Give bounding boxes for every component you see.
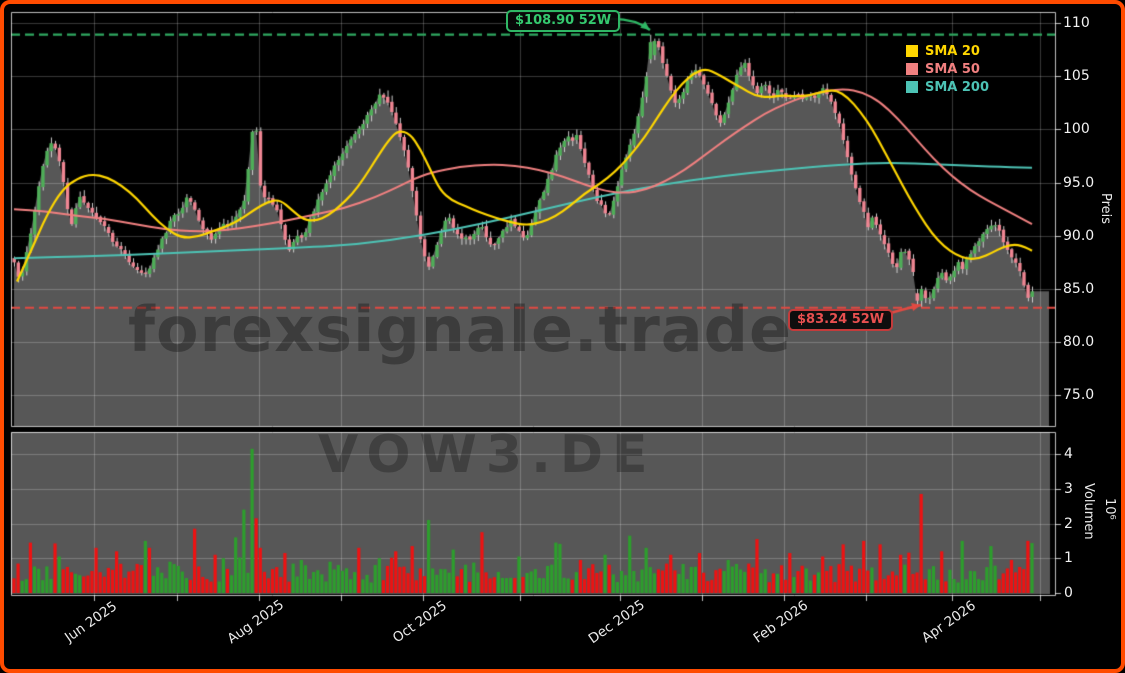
price-tick-label: 80.0 [1063, 334, 1095, 351]
legend-label-sma20: SMA 20 [925, 43, 980, 59]
price-tick-label: 90.0 [1063, 227, 1095, 244]
volume-axis-exponent: 10⁶ [1102, 498, 1117, 520]
volume-tick-label: 4 [1064, 446, 1073, 462]
legend-item-sma50: SMA 50 [906, 62, 989, 76]
volume-tick-label: 2 [1064, 515, 1073, 532]
volume-tick-label: 1 [1064, 550, 1073, 567]
legend-label-sma50: SMA 50 [925, 61, 980, 77]
volume-tick-label: 0 [1064, 585, 1073, 601]
sma200-swatch-icon [906, 81, 918, 93]
legend-label-sma200: SMA 200 [925, 79, 990, 95]
volume-axis-title: Volumen [1081, 483, 1096, 540]
annotation-52w-low: $83.24 52W [788, 309, 894, 331]
price-tick-label: 100 [1063, 121, 1090, 138]
price-tick-label: 95.0 [1063, 174, 1095, 191]
legend-item-sma200: SMA 200 [906, 80, 989, 94]
annotation-52w-high: $108.90 52W [506, 10, 621, 32]
legend-item-sma20: SMA 20 [906, 44, 989, 58]
price-axis-title: Preis [1098, 193, 1113, 225]
price-tick-label: 75.0 [1063, 387, 1095, 404]
sma20-swatch-icon [906, 45, 918, 57]
price-tick-label: 105 [1063, 68, 1090, 85]
volume-tick-label: 3 [1064, 480, 1073, 497]
sma50-swatch-icon [906, 63, 918, 75]
price-tick-label: 110 [1063, 15, 1090, 31]
sma-legend: SMA 20 SMA 50 SMA 200 [906, 44, 989, 98]
price-tick-label: 85.0 [1063, 281, 1095, 297]
